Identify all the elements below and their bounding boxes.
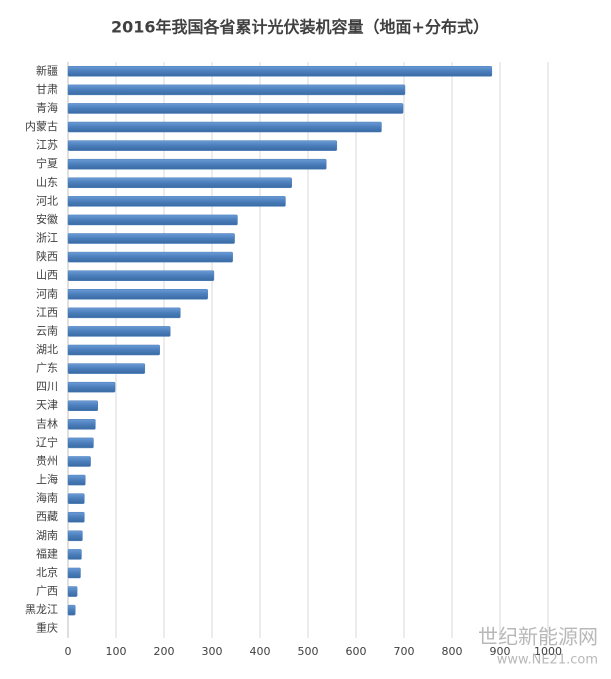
y-tick-label: 安徽 <box>36 212 58 226</box>
x-tick-label: 0 <box>65 645 72 658</box>
bar <box>67 84 406 96</box>
y-tick-label: 广东 <box>36 362 58 375</box>
bar <box>67 103 404 114</box>
bar <box>67 381 116 393</box>
watermark: 世纪新能源网 <box>478 625 598 649</box>
y-tick-label: 云南 <box>36 324 58 337</box>
watermark-url: www.NE21.com <box>497 653 598 668</box>
bar <box>67 307 181 319</box>
bar <box>67 530 83 542</box>
y-tick-label: 海南 <box>36 491 58 505</box>
y-tick-label: 浙江 <box>36 232 58 245</box>
bar <box>67 549 82 560</box>
y-tick-label: 天津 <box>36 399 58 412</box>
y-tick-label: 北京 <box>36 565 58 579</box>
y-tick-label: 上海 <box>36 472 58 486</box>
y-tick-label: 西藏 <box>36 510 58 523</box>
x-tick-label: 600 <box>346 645 367 658</box>
bar <box>67 233 235 244</box>
bar <box>67 214 238 226</box>
bar <box>67 270 215 281</box>
bar <box>67 511 85 523</box>
bar <box>67 474 86 486</box>
y-tick-label: 重庆 <box>36 621 58 635</box>
x-tick-label: 800 <box>442 645 463 658</box>
x-tick-label: 700 <box>394 645 415 658</box>
y-tick-label: 湖北 <box>36 343 58 356</box>
y-tick-label: 吉林 <box>36 416 58 430</box>
y-tick-label: 宁夏 <box>36 156 58 170</box>
y-tick-label: 贵州 <box>36 454 58 467</box>
bar <box>67 326 171 337</box>
bar <box>67 177 292 189</box>
y-tick-label: 河南 <box>36 287 58 300</box>
y-tick-label: 四川 <box>36 380 58 393</box>
x-tick-label: 500 <box>298 645 319 658</box>
y-tick-label: 甘肃 <box>36 83 58 96</box>
x-tick-label: 900 <box>490 645 511 658</box>
y-tick-label: 江西 <box>36 306 58 319</box>
bar <box>67 158 327 170</box>
y-tick-label: 江苏 <box>36 139 58 152</box>
bar <box>67 456 91 467</box>
bar <box>67 437 94 449</box>
x-tick-label: 100 <box>106 645 127 658</box>
y-tick-label: 河北 <box>36 194 58 207</box>
bar <box>67 121 382 133</box>
y-tick-label: 广西 <box>36 585 58 598</box>
bar <box>67 586 78 597</box>
y-tick-label: 内蒙古 <box>25 119 58 133</box>
y-tick-label: 山西 <box>36 269 58 282</box>
y-tick-label: 湖南 <box>36 529 58 542</box>
bar <box>67 251 233 263</box>
y-tick-label: 山东 <box>36 176 58 189</box>
bar <box>67 493 85 504</box>
y-tick-label: 福建 <box>36 546 58 560</box>
y-tick-label: 陕西 <box>36 249 58 263</box>
bar <box>67 288 208 300</box>
bar <box>67 567 81 579</box>
y-tick-label: 辽宁 <box>36 435 58 449</box>
bar <box>67 363 146 374</box>
y-tick-label: 青海 <box>36 100 58 114</box>
x-tick-label: 300 <box>202 645 223 658</box>
bar <box>67 66 493 77</box>
bar <box>67 400 99 412</box>
bar <box>67 344 160 356</box>
x-tick-label: 400 <box>250 645 271 658</box>
x-tick-label: 200 <box>154 645 175 658</box>
bar <box>67 196 286 207</box>
bar <box>67 604 76 616</box>
chart-title: 2016年我国各省累计光伏装机容量（地面+分布式） <box>111 18 489 37</box>
y-tick-label: 新疆 <box>36 63 58 77</box>
y-tick-label: 黑龙江 <box>25 603 58 616</box>
bar <box>67 419 96 430</box>
x-tick-label: 1000 <box>534 645 562 658</box>
bar <box>67 140 338 151</box>
